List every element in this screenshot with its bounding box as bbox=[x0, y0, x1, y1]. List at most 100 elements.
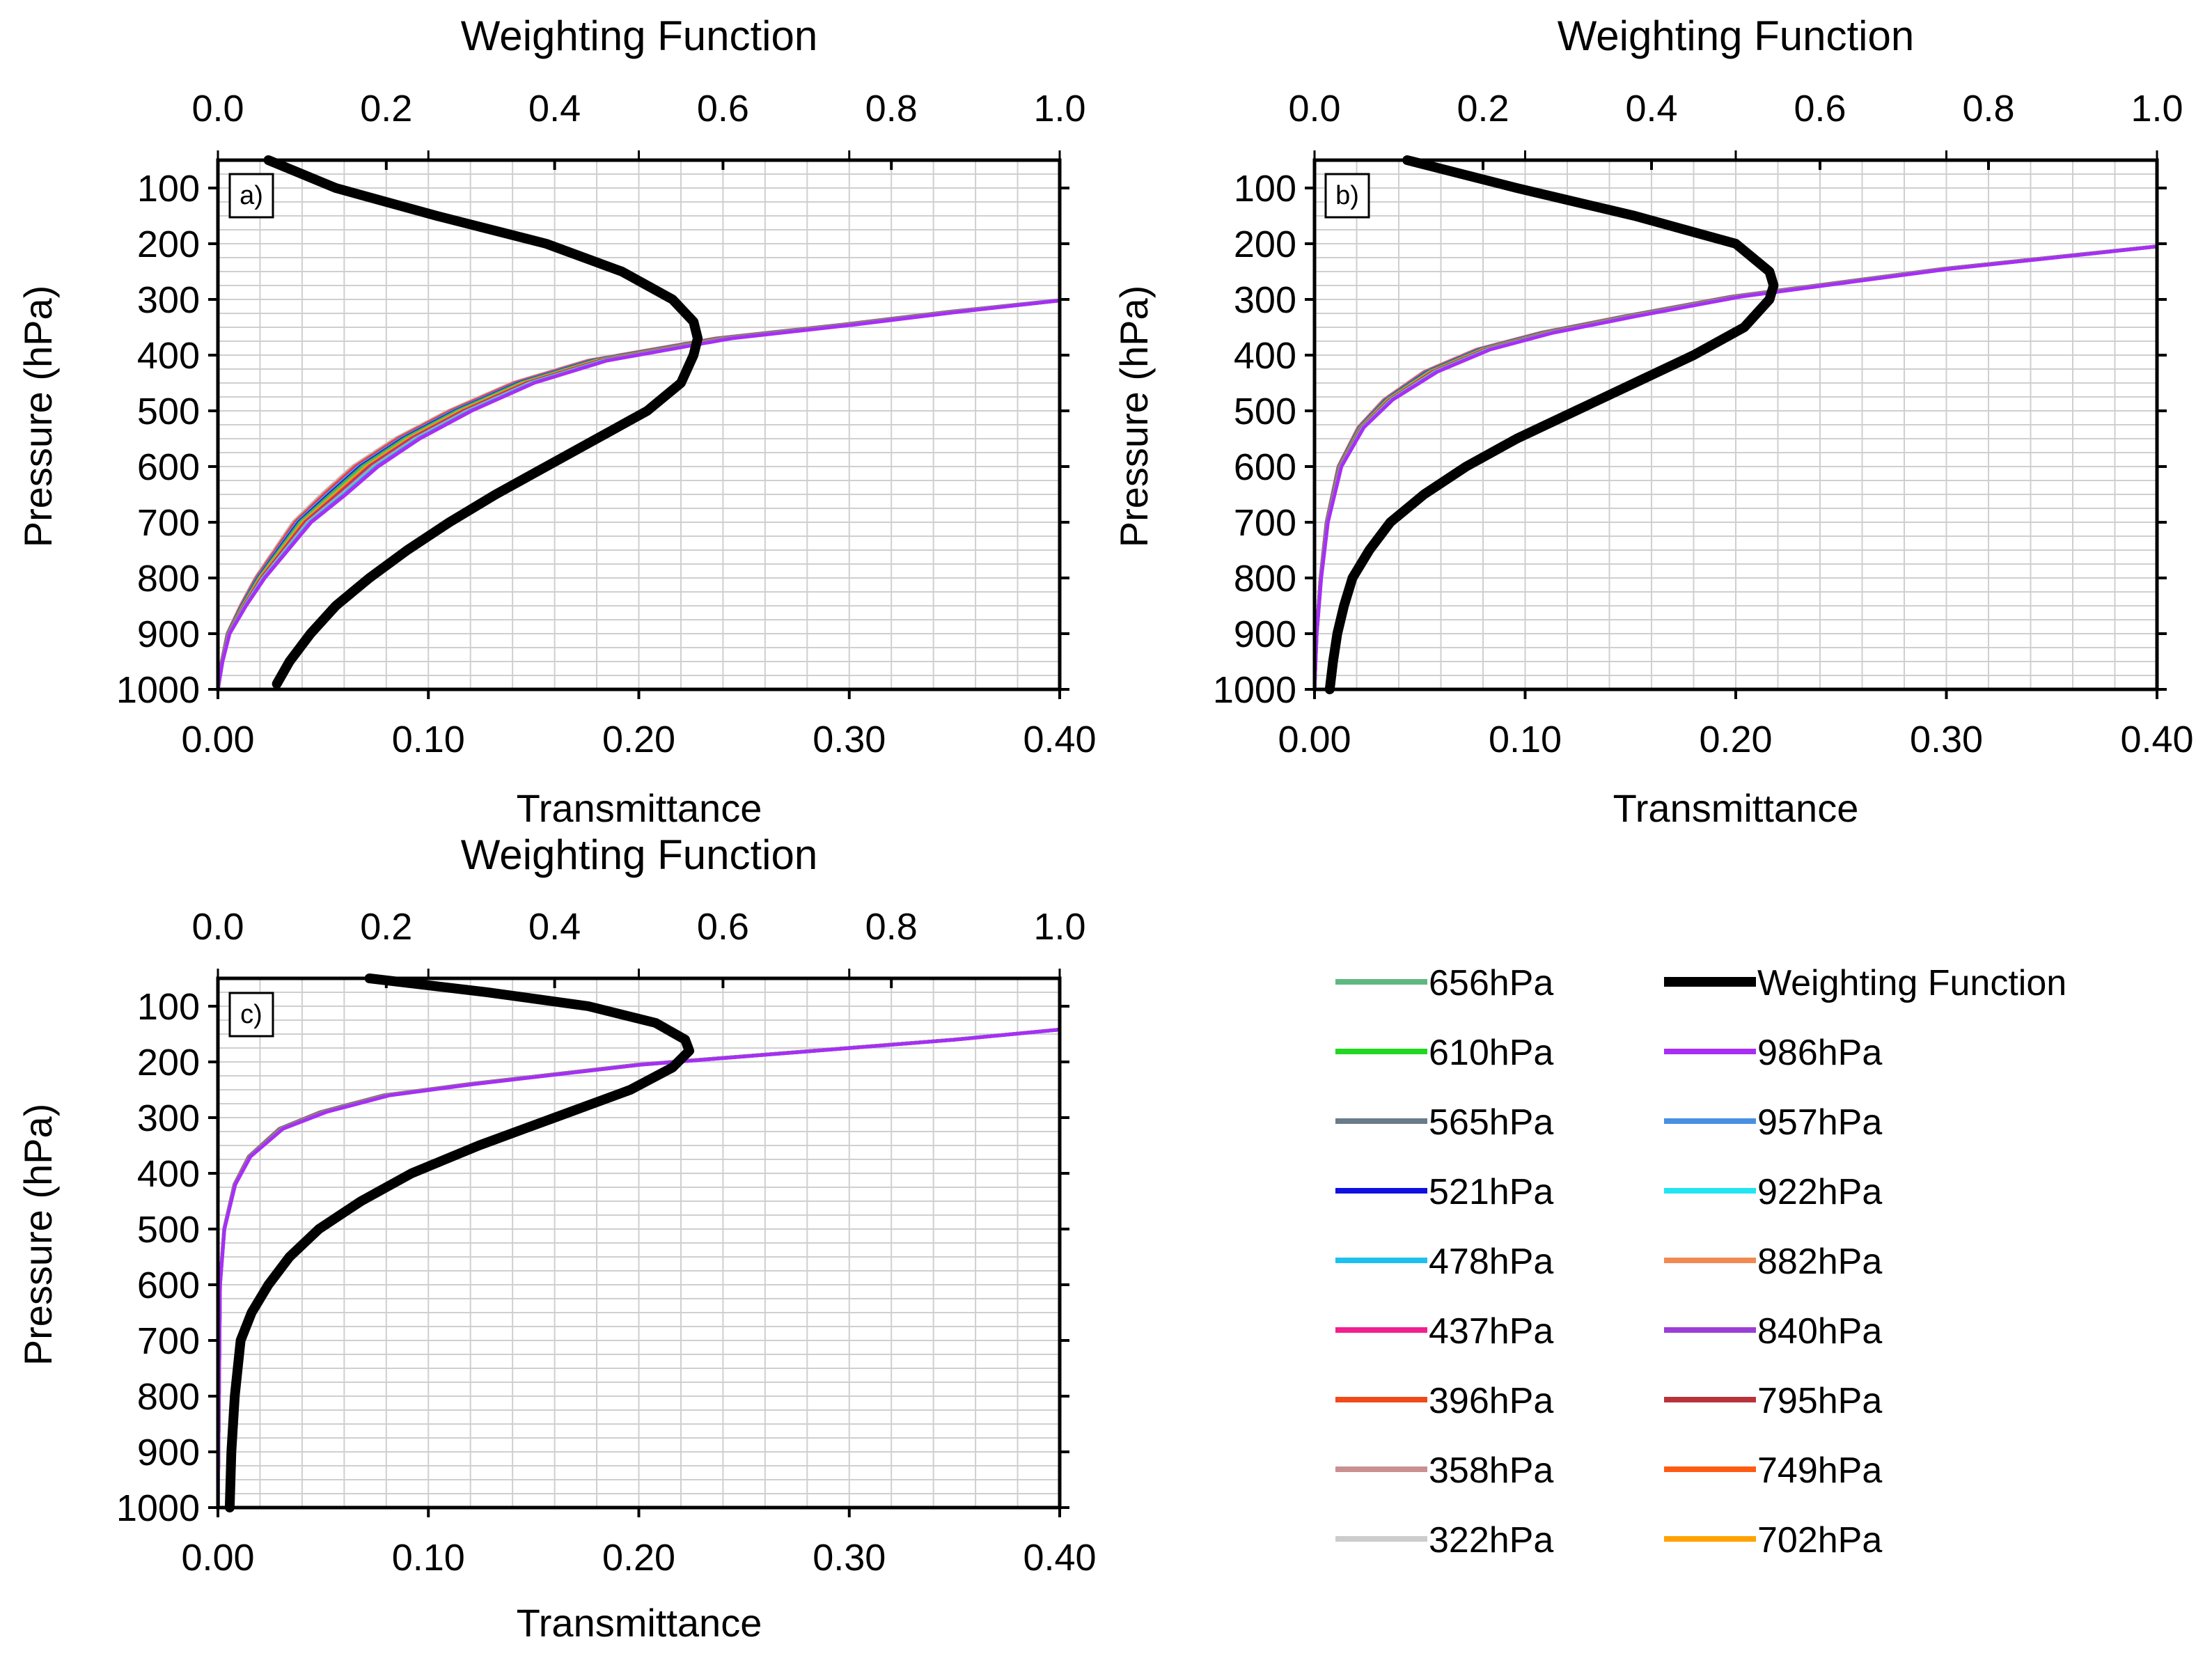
y-tick-label: 900 bbox=[1234, 613, 1296, 655]
panel-label: b) bbox=[1335, 181, 1359, 210]
top-tick-label: 0.4 bbox=[1625, 88, 1677, 130]
series-lines bbox=[1312, 155, 2158, 694]
x-tick-label: 0.40 bbox=[2120, 719, 2193, 760]
legend-label: 882hPa bbox=[1757, 1242, 1882, 1282]
y-tick-label: 600 bbox=[137, 1265, 200, 1306]
panel-label: a) bbox=[240, 181, 263, 210]
x-tick-label: 0.30 bbox=[813, 1537, 886, 1579]
x-tick-label: 0.10 bbox=[1489, 719, 1562, 760]
axes: 0.00 0.10 0.20 0.30 0.40 0.0 0.2 0.4 0.6 0.8 1.0 10… bbox=[116, 88, 1097, 760]
legend-label: 396hPa bbox=[1429, 1381, 1553, 1421]
top-axis-title: Weighting Function bbox=[461, 831, 818, 878]
top-tick-label: 0.4 bbox=[528, 88, 581, 130]
grid bbox=[218, 978, 1060, 1508]
y-tick-label: 700 bbox=[137, 502, 200, 544]
y-tick-label: 1000 bbox=[1213, 669, 1296, 711]
top-tick-label: 0.8 bbox=[865, 88, 918, 130]
y-tick-label: 200 bbox=[137, 224, 200, 265]
panel-label-box bbox=[228, 992, 274, 1038]
x-tick-label: 0.30 bbox=[813, 719, 886, 760]
y-axis-title: Pressure (hPa) bbox=[1112, 285, 1156, 548]
x-tick-label: 0.30 bbox=[1910, 719, 1983, 760]
y-tick-label: 800 bbox=[1234, 558, 1296, 600]
x-tick-label: 0.40 bbox=[1023, 719, 1096, 760]
series-line-986hPa bbox=[1312, 244, 2158, 690]
y-axis-title: Pressure (hPa) bbox=[16, 285, 60, 548]
top-tick-label: 0.0 bbox=[191, 88, 244, 130]
y-tick-label: 700 bbox=[1234, 502, 1296, 544]
x-tick-label: 0.20 bbox=[602, 1537, 675, 1579]
legend-label: 610hPa bbox=[1429, 1033, 1553, 1073]
legend: 656hPa 610hPa 565hPa 521hPa 478hPa 437hPa 396h… bbox=[1335, 963, 2066, 1560]
legend-label: 437hPa bbox=[1429, 1311, 1553, 1352]
legend-label: 986hPa bbox=[1757, 1033, 1882, 1073]
y-tick-label: 300 bbox=[137, 1097, 200, 1139]
top-tick-label: 0.8 bbox=[865, 906, 918, 948]
x-axis-title: Transmittance bbox=[517, 786, 762, 830]
y-tick-label: 200 bbox=[137, 1042, 200, 1084]
y-tick-label: 1000 bbox=[116, 669, 200, 711]
axes: 0.00 0.10 0.20 0.30 0.40 0.0 0.2 0.4 0.6 0.8 1.0 10… bbox=[116, 906, 1097, 1579]
y-tick-label: 300 bbox=[137, 279, 200, 321]
top-tick-label: 0.4 bbox=[528, 906, 581, 948]
y-tick-label: 400 bbox=[137, 335, 200, 377]
legend-label: 358hPa bbox=[1429, 1450, 1553, 1491]
y-tick-label: 900 bbox=[137, 613, 200, 655]
legend-label: 749hPa bbox=[1757, 1450, 1882, 1491]
top-tick-label: 0.6 bbox=[1794, 88, 1846, 130]
panel-a: Weighting Function Transmittance Pressur… bbox=[16, 13, 1097, 830]
x-tick-label: 0.00 bbox=[181, 719, 254, 760]
top-tick-label: 0.6 bbox=[697, 88, 749, 130]
top-axis-title: Weighting Function bbox=[1558, 13, 1915, 59]
y-tick-label: 600 bbox=[1234, 446, 1296, 488]
legend-label: 957hPa bbox=[1757, 1102, 1882, 1143]
x-axis-title: Transmittance bbox=[517, 1601, 762, 1645]
series-lines bbox=[216, 973, 1060, 1512]
x-tick-label: 0.40 bbox=[1023, 1537, 1096, 1579]
x-axis-title: Transmittance bbox=[1613, 786, 1859, 830]
top-tick-label: 0.2 bbox=[360, 906, 412, 948]
top-tick-label: 0.0 bbox=[1288, 88, 1340, 130]
panel-label-box bbox=[1324, 173, 1370, 219]
legend-label: 521hPa bbox=[1429, 1172, 1553, 1212]
legend-label: Weighting Function bbox=[1757, 963, 2066, 1003]
top-tick-label: 0.8 bbox=[1962, 88, 2014, 130]
top-axis-title: Weighting Function bbox=[461, 13, 818, 59]
y-tick-label: 200 bbox=[1234, 224, 1296, 265]
panel-label: c) bbox=[240, 1000, 262, 1029]
x-tick-label: 0.20 bbox=[1699, 719, 1772, 760]
legend-label: 656hPa bbox=[1429, 963, 1553, 1003]
top-tick-label: 1.0 bbox=[1033, 88, 1085, 130]
y-tick-label: 500 bbox=[137, 391, 200, 432]
legend-label: 840hPa bbox=[1757, 1311, 1882, 1352]
grid bbox=[1315, 160, 2157, 689]
series-line-986hPa bbox=[216, 1028, 1060, 1508]
legend-label: 322hPa bbox=[1429, 1520, 1553, 1560]
x-tick-label: 0.20 bbox=[602, 719, 675, 760]
legend-label: 702hPa bbox=[1757, 1520, 1882, 1560]
y-tick-label: 100 bbox=[1234, 168, 1296, 210]
y-tick-label: 1000 bbox=[116, 1487, 200, 1529]
y-tick-label: 300 bbox=[1234, 279, 1296, 321]
weighting-function-line bbox=[1324, 155, 1779, 694]
y-tick-label: 100 bbox=[137, 986, 200, 1028]
top-tick-label: 0.2 bbox=[360, 88, 412, 130]
y-tick-label: 600 bbox=[137, 446, 200, 488]
top-tick-label: 1.0 bbox=[1033, 906, 1085, 948]
y-tick-label: 900 bbox=[137, 1432, 200, 1473]
y-tick-label: 800 bbox=[137, 558, 200, 600]
panel-c: Weighting Function Transmittance Pressur… bbox=[16, 831, 1097, 1645]
y-tick-label: 700 bbox=[137, 1320, 200, 1362]
series-line-986hPa bbox=[216, 299, 1060, 690]
legend-label: 922hPa bbox=[1757, 1172, 1882, 1212]
y-tick-label: 400 bbox=[137, 1153, 200, 1195]
top-tick-label: 0.6 bbox=[697, 906, 749, 948]
weighting-function-line bbox=[224, 973, 694, 1512]
x-tick-label: 0.00 bbox=[1278, 719, 1351, 760]
y-tick-label: 500 bbox=[1234, 391, 1296, 432]
legend-label: 565hPa bbox=[1429, 1102, 1553, 1143]
top-tick-label: 0.0 bbox=[191, 906, 244, 948]
x-tick-label: 0.10 bbox=[392, 719, 465, 760]
series-lines bbox=[216, 155, 1060, 690]
